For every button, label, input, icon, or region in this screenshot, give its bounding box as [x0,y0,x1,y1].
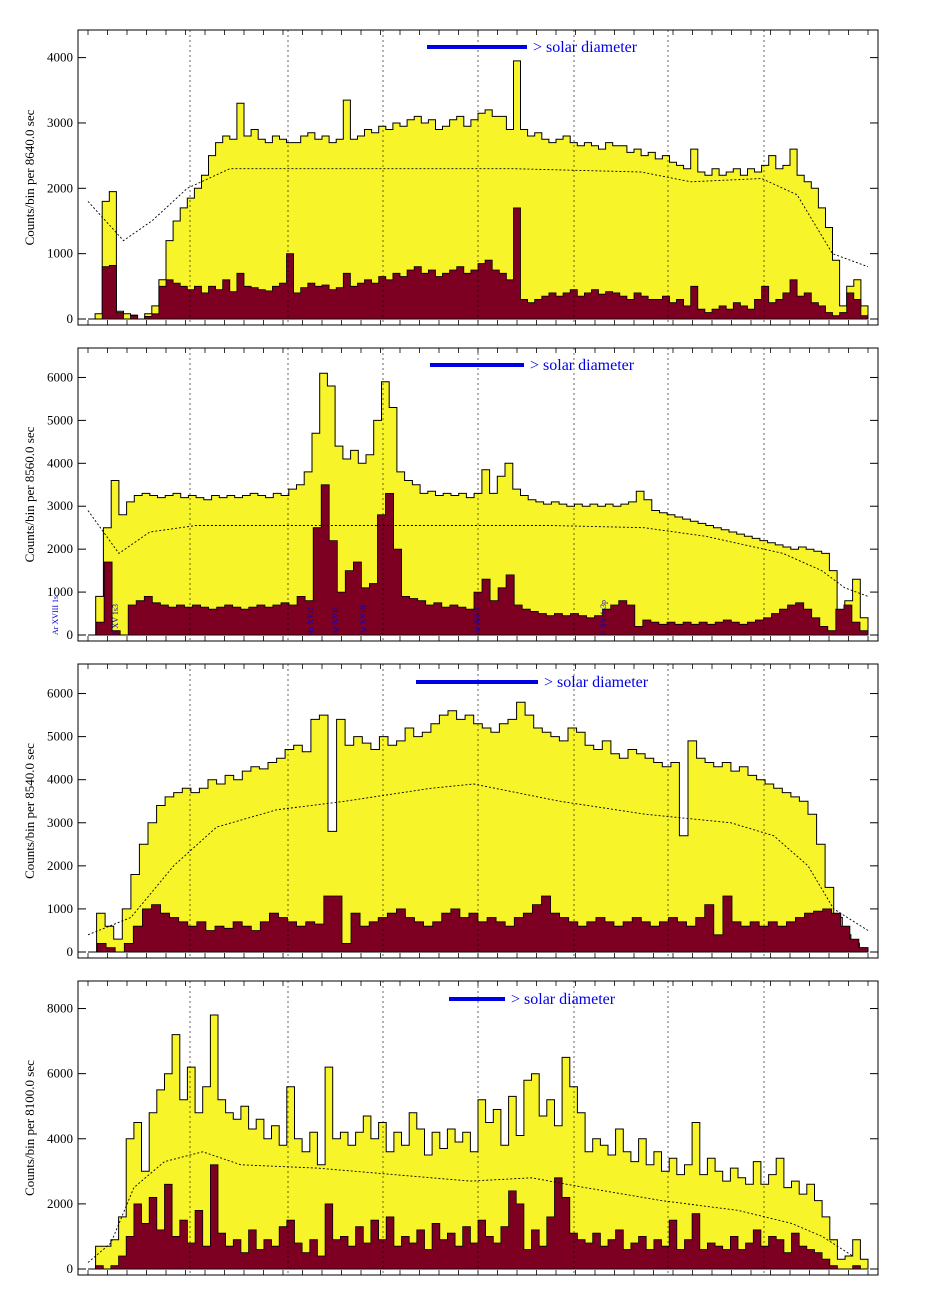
panel-3: 0 1000 2000 3000 4000 5000 6000 Counts/bin per … [22,663,879,959]
y-tick-label: 1000 [47,246,73,261]
line-label: Ar XVII [306,607,315,635]
y-axis-label: Counts/bin per 8640.0 sec [22,109,37,245]
component-counts-histogram [88,207,869,320]
line-label: Ar XVIII 1s [51,596,60,635]
y-tick-label: 4000 [47,455,73,470]
total-counts-histogram [88,60,869,320]
y-tick-label: 3000 [47,498,73,513]
y-axis-label: Counts/bin per 8540.0 sec [22,743,37,879]
y-tick-label: 0 [67,1261,74,1276]
y-tick-label: 4000 [47,1131,73,1146]
y-axis-label: Counts/bin per 8100.0 sec [22,1060,37,1196]
solar-diameter-label: > solar diameter [530,357,635,374]
y-tick-label: 5000 [47,412,73,427]
model-curve [87,510,869,597]
y-tick-label: 4000 [47,50,73,65]
line-label: S XV 1s3 [111,604,120,635]
y-tick-label: 2000 [47,180,73,195]
model-curve [87,1151,853,1263]
y-tick-label: 2000 [47,858,73,873]
y-tick-label: 0 [67,627,74,642]
y-tick-label: 1000 [47,901,73,916]
y-tick-label: 6000 [47,1066,73,1081]
y-tick-label: 4000 [47,772,73,787]
y-tick-label: 3000 [47,815,73,830]
y-tick-label: 2000 [47,1196,73,1211]
panel-2: 0 1000 2000 3000 4000 5000 6000 Counts/bin per … [22,347,879,642]
solar-diameter-label: > solar diameter [544,674,649,691]
solar-diameter-label: > solar diameter [533,39,638,56]
y-tick-label: 5000 [47,729,73,744]
line-label: S XV 1s3p [599,600,608,635]
panel-4: 0 2000 4000 6000 8000 Counts/bin per 8100.0 s… [22,980,879,1276]
y-axis-label: Counts/bin per 8560.0 sec [22,426,37,562]
y-tick-label: 3000 [47,115,73,130]
panel-1: 0 1000 2000 3000 4000 Counts/bin per 8640.0 s… [22,29,879,326]
line-label: Ar XVII [473,607,482,635]
line-label: Ar XVIII [359,605,368,635]
y-tick-label: 0 [67,944,74,959]
y-tick-label: 6000 [47,686,73,701]
y-tick-label: 2000 [47,541,73,556]
total-counts-histogram [88,701,869,953]
y-tick-label: 0 [67,311,74,326]
line-label: Ar XVII [331,607,340,635]
y-tick-label: 8000 [47,1001,73,1016]
y-tick-label: 1000 [47,584,73,599]
y-tick-label: 6000 [47,369,73,384]
solar-diameter-label: > solar diameter [511,991,616,1008]
model-curve [87,783,869,936]
